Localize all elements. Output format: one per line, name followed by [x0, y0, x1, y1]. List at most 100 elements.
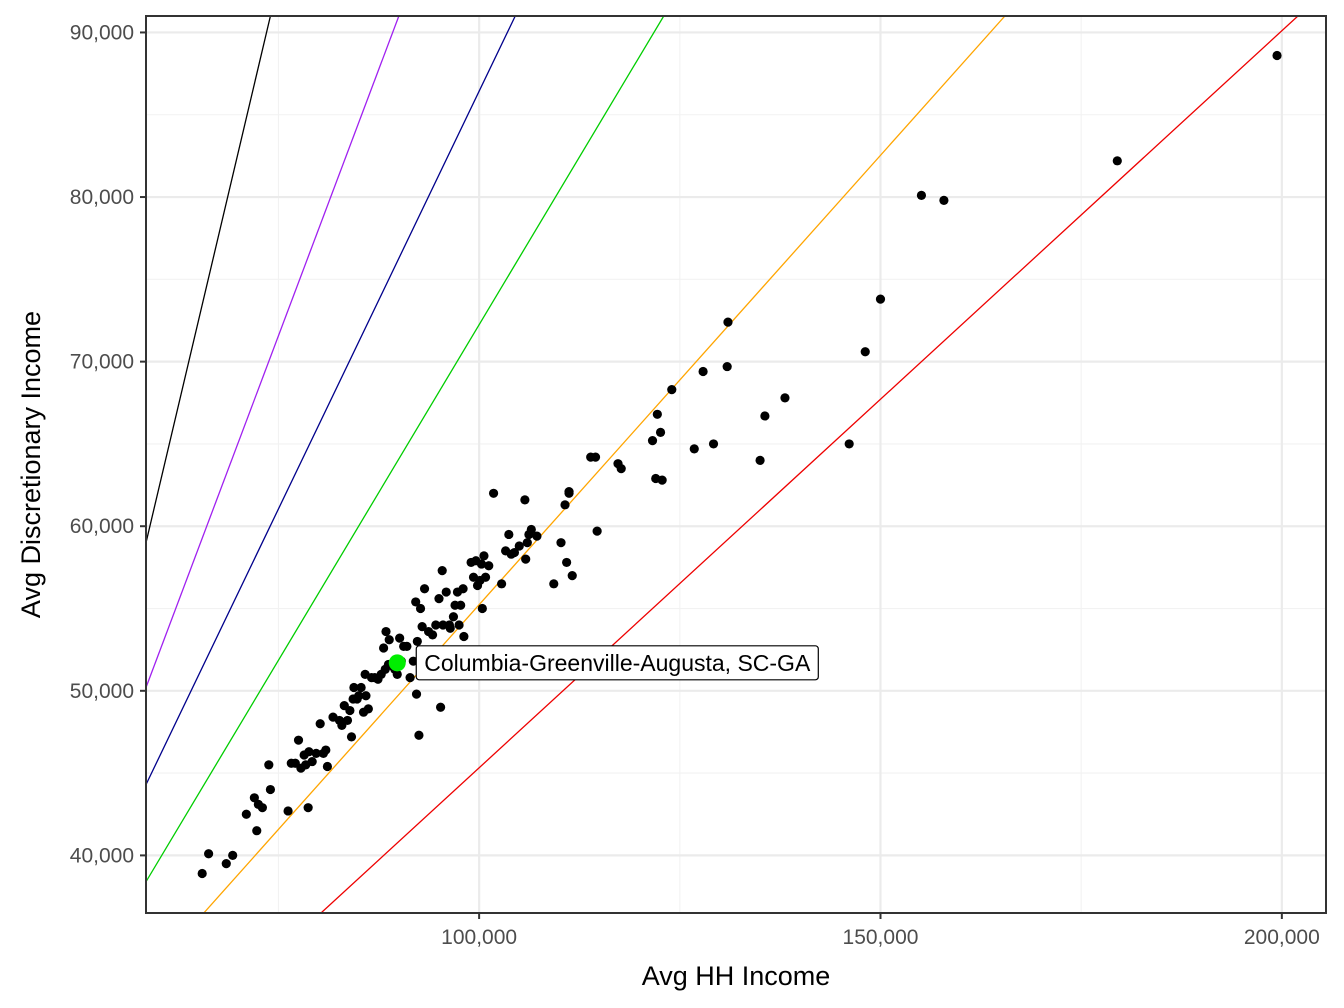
y-tick-label: 50,000	[70, 680, 134, 703]
reference-line	[203, 16, 1006, 913]
data-point	[723, 317, 733, 327]
x-tick-label: 150,000	[843, 926, 919, 949]
data-point	[322, 761, 333, 772]
grid-minor-layer	[146, 16, 1326, 913]
data-point	[657, 475, 667, 485]
data-point	[564, 488, 574, 498]
data-point	[760, 411, 770, 421]
data-point	[860, 347, 870, 357]
data-point	[445, 623, 455, 633]
data-point	[417, 622, 427, 632]
data-point	[647, 436, 658, 446]
data-point	[438, 620, 448, 630]
data-point	[477, 603, 487, 614]
data-point	[342, 715, 353, 726]
data-point	[356, 682, 366, 693]
reference-lines-layer	[146, 16, 1299, 913]
data-point	[434, 594, 444, 604]
data-point	[689, 444, 699, 454]
data-point	[249, 793, 259, 803]
data-point	[592, 526, 602, 536]
data-point	[411, 689, 422, 699]
data-point	[916, 190, 927, 200]
data-point	[346, 732, 357, 742]
data-point	[560, 500, 570, 510]
data-point	[427, 630, 438, 640]
reference-line	[320, 16, 1299, 913]
x-tick-label: 100,000	[441, 926, 517, 949]
data-point	[257, 803, 267, 813]
data-point	[520, 495, 530, 505]
data-point	[197, 868, 207, 879]
data-point	[755, 455, 765, 465]
y-tick-label: 40,000	[70, 844, 134, 867]
plot-panel-border	[145, 15, 1327, 914]
data-point	[392, 669, 402, 679]
data-point	[567, 570, 577, 581]
data-point	[459, 631, 469, 642]
data-point	[303, 803, 313, 813]
y-tick-label: 80,000	[70, 186, 134, 209]
data-point	[549, 579, 559, 589]
data-point	[875, 294, 886, 304]
data-point	[480, 572, 491, 582]
data-point	[411, 597, 421, 607]
data-point	[384, 635, 394, 645]
data-point	[590, 452, 601, 462]
data-point	[311, 748, 321, 758]
data-point	[414, 730, 424, 740]
grid-major-layer	[146, 16, 1326, 913]
data-point	[431, 620, 441, 630]
data-point	[307, 756, 317, 767]
data-point	[556, 538, 566, 548]
data-point	[1272, 50, 1282, 61]
reference-line	[146, 16, 400, 688]
data-point	[304, 747, 314, 757]
y-axis-title: Avg Discretionary Income	[16, 311, 46, 618]
x-axis: 100,000 150,000 200,000	[441, 913, 1320, 949]
data-point	[379, 643, 389, 653]
data-point	[241, 809, 251, 819]
data-point	[476, 559, 487, 569]
data-point	[381, 626, 391, 637]
data-point	[354, 691, 364, 701]
data-point	[458, 584, 468, 594]
data-point	[456, 600, 466, 610]
data-point	[315, 719, 325, 729]
data-point	[405, 673, 415, 683]
highlight-point	[388, 654, 406, 672]
data-point	[252, 826, 262, 836]
y-tick-label: 70,000	[70, 351, 134, 374]
data-point	[532, 531, 542, 541]
data-point	[435, 702, 446, 712]
data-point	[264, 760, 274, 770]
data-point	[437, 566, 447, 576]
reference-line	[146, 16, 272, 543]
data-point	[722, 361, 732, 372]
data-point	[361, 691, 371, 701]
data-point	[408, 656, 418, 666]
highlight-layer: Columbia-Greenville-Augusta, SC-GA	[388, 645, 819, 681]
data-point	[448, 612, 459, 622]
data-point	[1112, 156, 1122, 166]
x-axis-title: Avg HH Income	[642, 961, 831, 991]
data-point	[667, 385, 677, 395]
data-point	[526, 524, 536, 535]
data-point	[412, 636, 422, 647]
data-point	[655, 427, 666, 438]
data-point	[265, 784, 276, 795]
highlight-label-box	[415, 645, 819, 681]
data-point	[221, 859, 231, 869]
data-point	[228, 850, 238, 860]
data-point	[345, 705, 355, 716]
data-point	[652, 409, 662, 419]
data-point	[349, 682, 359, 693]
data-point	[293, 735, 304, 745]
y-axis: 40,000 50,000 60,000 70,000 80,000 90,000	[70, 21, 146, 867]
data-point	[204, 849, 214, 859]
data-point	[780, 393, 790, 403]
data-point	[497, 579, 507, 589]
data-point	[415, 603, 426, 614]
y-tick-label: 90,000	[70, 21, 134, 44]
